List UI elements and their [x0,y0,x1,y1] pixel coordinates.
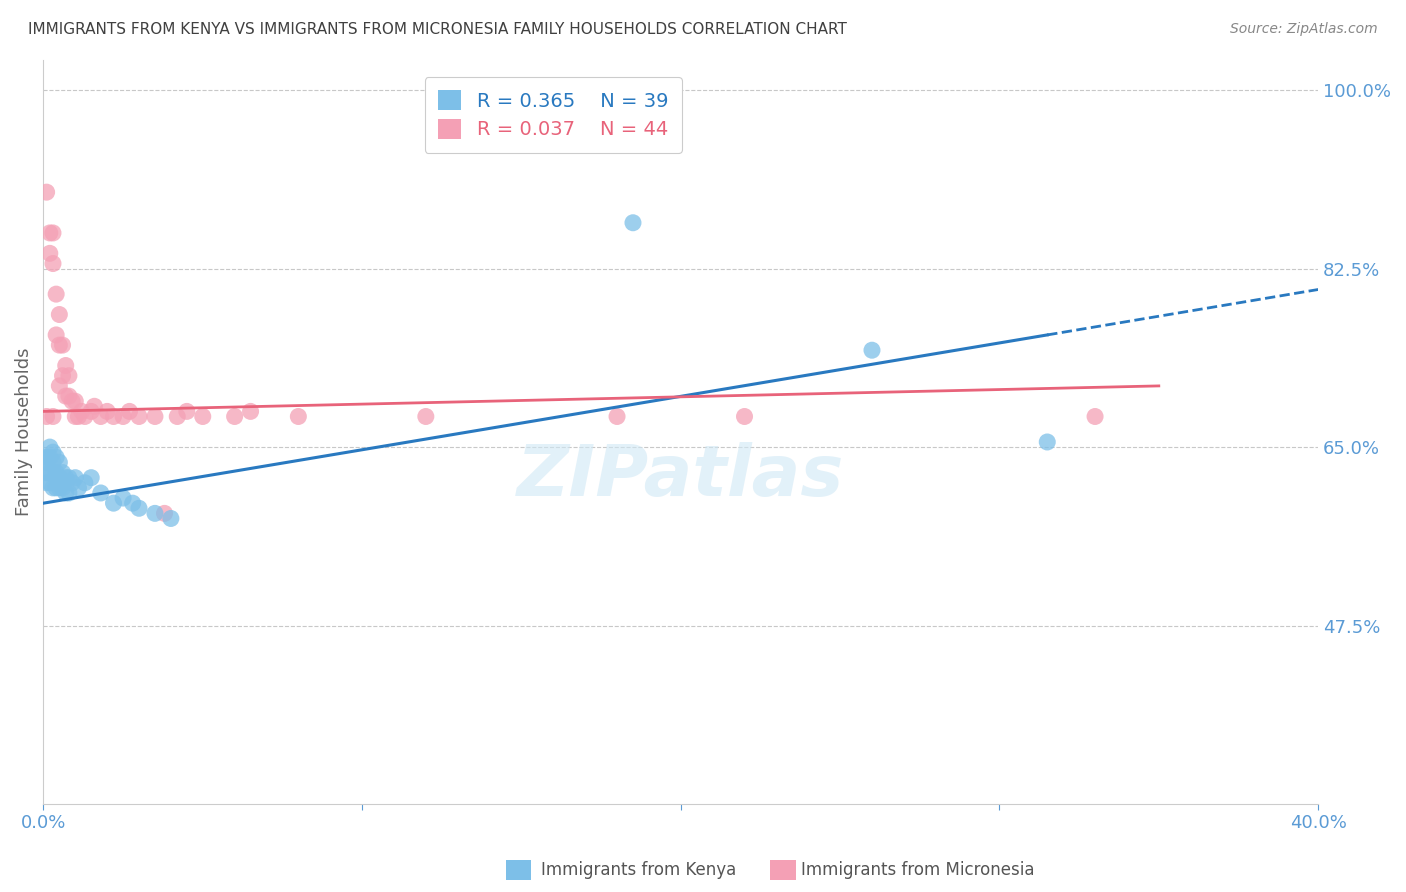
Point [118,404,141,418]
Point [166,409,188,424]
Point [621,216,644,230]
Text: ZIPatlas: ZIPatlas [517,442,845,511]
Point [42,466,65,480]
Point [96,404,118,418]
Point [55,389,77,403]
Point [80,404,103,418]
Point [35,455,58,469]
Legend: R = 0.365    N = 39, R = 0.037    N = 44: R = 0.365 N = 39, R = 0.037 N = 44 [425,77,682,153]
Point [48,338,70,352]
Point [58,389,80,403]
Point [121,496,143,510]
Point [224,409,246,424]
Point [42,226,65,240]
Point [35,475,58,490]
Point [35,450,58,465]
Point [51,338,73,352]
Point [35,409,58,424]
Point [45,466,67,480]
Point [90,409,112,424]
Point [734,409,756,424]
Point [65,409,87,424]
Point [60,475,83,490]
Point [239,404,262,418]
Point [48,471,70,485]
Point [42,445,65,459]
Point [35,466,58,480]
Point [38,440,60,454]
Point [160,511,183,525]
Point [103,496,125,510]
Point [112,409,135,424]
Point [70,404,93,418]
Point [35,185,58,199]
Point [38,450,60,465]
Point [83,399,105,413]
Text: Immigrants from Micronesia: Immigrants from Micronesia [801,861,1035,879]
Point [103,409,125,424]
Point [55,486,77,500]
Point [48,455,70,469]
Point [51,481,73,495]
Point [51,466,73,480]
Point [112,491,135,505]
Point [38,466,60,480]
Point [80,471,103,485]
Y-axis label: Family Households: Family Households [15,348,32,516]
Point [128,409,150,424]
Point [38,246,60,260]
Point [65,471,87,485]
Point [48,481,70,495]
Text: Immigrants from Kenya: Immigrants from Kenya [541,861,737,879]
Point [45,481,67,495]
Point [143,507,166,521]
Point [73,475,96,490]
Text: IMMIGRANTS FROM KENYA VS IMMIGRANTS FROM MICRONESIA FAMILY HOUSEHOLDS CORRELATIO: IMMIGRANTS FROM KENYA VS IMMIGRANTS FROM… [28,22,846,37]
Point [191,409,214,424]
Point [176,404,198,418]
Point [1036,435,1059,450]
Point [42,409,65,424]
Point [45,450,67,465]
Point [606,409,628,424]
Point [48,308,70,322]
Point [65,394,87,409]
Point [153,507,176,521]
Point [415,409,437,424]
Point [48,379,70,393]
Point [38,475,60,490]
Point [45,287,67,301]
Point [860,343,883,358]
Point [73,409,96,424]
Point [58,368,80,383]
Point [67,409,90,424]
Point [60,394,83,409]
Point [55,359,77,373]
Point [143,409,166,424]
Point [42,256,65,270]
Point [287,409,309,424]
Point [90,486,112,500]
Text: Source: ZipAtlas.com: Source: ZipAtlas.com [1230,22,1378,37]
Point [58,471,80,485]
Point [45,327,67,342]
Point [42,455,65,469]
Point [55,471,77,485]
Point [67,481,90,495]
Point [51,368,73,383]
Point [128,501,150,516]
Point [58,486,80,500]
Point [42,481,65,495]
Point [1084,409,1107,424]
Point [38,226,60,240]
